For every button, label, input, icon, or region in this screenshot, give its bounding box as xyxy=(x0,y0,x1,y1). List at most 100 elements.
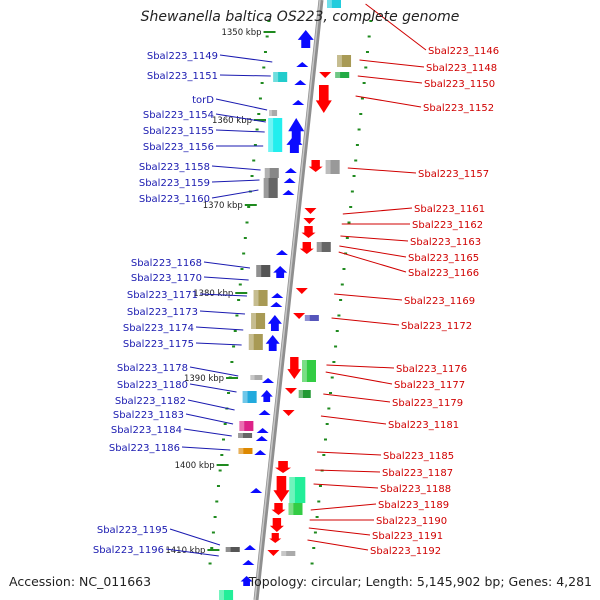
gene-label-left[interactable]: Sbal223_1196 xyxy=(93,545,164,556)
gene-label-left[interactable]: Sbal223_1170 xyxy=(131,273,202,284)
gene-label-right[interactable]: Sbal223_1148 xyxy=(426,63,497,74)
gene-label-left[interactable]: Sbal223_1168 xyxy=(131,258,202,269)
plus-strand-gene-box-shade xyxy=(248,334,254,350)
ruler-dash xyxy=(223,423,227,425)
gene-label-right[interactable]: Sbal223_1187 xyxy=(382,468,453,479)
minus-strand-gene-box-shade xyxy=(335,72,341,78)
gene-label-left[interactable]: Sbal223_1174 xyxy=(123,323,194,334)
label-leader-lines xyxy=(165,3,427,557)
ruler-dash xyxy=(327,407,331,410)
gene-label-right[interactable]: Sbal223_1188 xyxy=(380,484,451,495)
leader-line-left xyxy=(195,342,242,346)
ruler-dash xyxy=(208,562,212,565)
tick-label: 1350 kbp xyxy=(221,28,261,38)
plus-strand-gene-box xyxy=(253,290,268,306)
gene-label-right[interactable]: Sbal223_1162 xyxy=(412,220,483,231)
ruler-dash xyxy=(349,206,353,208)
gene-label-left[interactable]: Sbal223_1178 xyxy=(117,363,188,374)
plus-strand-gene-arrow xyxy=(288,118,305,142)
gene-label-right[interactable]: Sbal223_1176 xyxy=(396,364,467,375)
gene-label-left[interactable]: torD xyxy=(192,95,214,106)
gene-label-right[interactable]: Sbal223_1165 xyxy=(408,253,479,264)
ruler-dash xyxy=(310,562,314,565)
gene-label-right[interactable]: Sbal223_1146 xyxy=(428,46,499,57)
leader-line-right xyxy=(323,393,391,403)
gene-label-left[interactable]: Sbal223_1173 xyxy=(127,307,198,318)
ruler-dash xyxy=(354,159,358,162)
plus-strand-gene-box-shade xyxy=(253,290,259,306)
gene-label-left[interactable]: Sbal223_1183 xyxy=(113,410,184,421)
gene-label-right[interactable]: Sbal223_1189 xyxy=(378,500,449,511)
leader-line-left xyxy=(203,261,251,269)
ruler-dash xyxy=(364,66,368,69)
minus-strand-gene-arrow xyxy=(308,160,323,172)
plus-strand-gene-box xyxy=(242,391,257,403)
plus-strand-gene-arrow xyxy=(265,335,280,351)
gene-label-right[interactable]: Sbal223_1163 xyxy=(410,237,481,248)
gene-label-left[interactable]: Sbal223_1195 xyxy=(97,525,168,536)
minus-strand-gene-arrow xyxy=(303,218,316,224)
minus-strand-gene-box xyxy=(327,0,341,8)
gene-label-right[interactable]: Sbal223_1169 xyxy=(404,296,475,307)
gene-label-left[interactable]: Sbal223_1158 xyxy=(139,162,210,173)
gene-label-left[interactable]: Sbal223_1149 xyxy=(147,51,218,62)
plus-strand-gene-box xyxy=(264,168,279,178)
plus-strand-gene-arrow xyxy=(284,168,297,173)
gene-label-right[interactable]: Sbal223_1157 xyxy=(418,169,489,180)
gene-label-right[interactable]: Sbal223_1179 xyxy=(392,398,463,409)
genome-backbone xyxy=(253,0,324,600)
ruler-dash xyxy=(325,423,329,425)
leader-line-right xyxy=(339,245,407,258)
gene-label-left[interactable]: Sbal223_1186 xyxy=(109,443,180,454)
ruler-dash xyxy=(242,252,246,255)
plus-strand-gene-arrow xyxy=(294,80,307,85)
minus-strand-gene-box xyxy=(298,390,311,398)
minus-strand-gene-box-shade xyxy=(288,503,294,515)
plus-strand-gene-box-shade xyxy=(239,421,245,431)
gene-label-left[interactable]: Sbal223_1171 xyxy=(127,290,198,301)
ruler-dash xyxy=(218,469,222,472)
leader-line-left xyxy=(215,113,266,123)
gene-label-left[interactable]: Sbal223_1159 xyxy=(139,178,210,189)
gene-label-left[interactable]: Sbal223_1155 xyxy=(143,126,214,137)
gene-label-right[interactable]: Sbal223_1177 xyxy=(394,380,465,391)
plus-strand-gene-box-shade xyxy=(225,547,231,552)
minus-strand-gene-arrow xyxy=(293,313,306,319)
plus-strand-gene-box xyxy=(239,421,254,431)
gene-label-right[interactable]: Sbal223_1172 xyxy=(401,321,472,332)
ruler-dash xyxy=(215,500,219,503)
gene-label-left[interactable]: Sbal223_1175 xyxy=(123,339,194,350)
leader-line-left xyxy=(187,399,235,411)
gene-label-left[interactable]: Sbal223_1156 xyxy=(143,142,214,153)
gene-label-left[interactable]: Sbal223_1151 xyxy=(147,71,218,82)
ruler-dash xyxy=(347,221,351,224)
plus-strand-gene-arrow xyxy=(292,100,305,105)
ruler-dash xyxy=(334,345,338,348)
gene-label-right[interactable]: Sbal223_1191 xyxy=(372,531,443,542)
gene-label-left[interactable]: Sbal223_1160 xyxy=(139,194,210,205)
gene-label-left[interactable]: Sbal223_1182 xyxy=(115,396,186,407)
gene-label-right[interactable]: Sbal223_1161 xyxy=(414,204,485,215)
ruler-dash xyxy=(267,20,271,22)
gene-label-left[interactable]: Sbal223_1180 xyxy=(117,380,188,391)
leader-line-left xyxy=(183,428,232,437)
gene-label-right[interactable]: Sbal223_1152 xyxy=(423,103,494,114)
ruler-dash xyxy=(263,51,267,53)
ruler-dash xyxy=(345,237,349,239)
minus-strand-gene-box xyxy=(337,55,352,67)
gene-label-right[interactable]: Sbal223_1150 xyxy=(424,79,495,90)
gene-label-right[interactable]: Sbal223_1185 xyxy=(383,451,454,462)
gene-label-right[interactable]: Sbal223_1181 xyxy=(388,420,459,431)
gene-label-left[interactable]: Sbal223_1154 xyxy=(143,110,214,121)
gene-label-right[interactable]: Sbal223_1190 xyxy=(376,516,447,527)
ruler-dash xyxy=(315,516,319,518)
gene-label-right[interactable]: Sbal223_1192 xyxy=(370,546,441,557)
leader-line-right xyxy=(313,483,379,489)
plus-strand-gene-arrow xyxy=(273,266,288,278)
plus-strand-gene-arrow xyxy=(250,488,263,493)
ruler-dash xyxy=(357,128,361,131)
gene-label-right[interactable]: Sbal223_1166 xyxy=(408,268,479,279)
ruler-dash xyxy=(360,97,364,100)
minus-strand-gene-box xyxy=(288,503,303,515)
gene-label-left[interactable]: Sbal223_1184 xyxy=(111,425,182,436)
